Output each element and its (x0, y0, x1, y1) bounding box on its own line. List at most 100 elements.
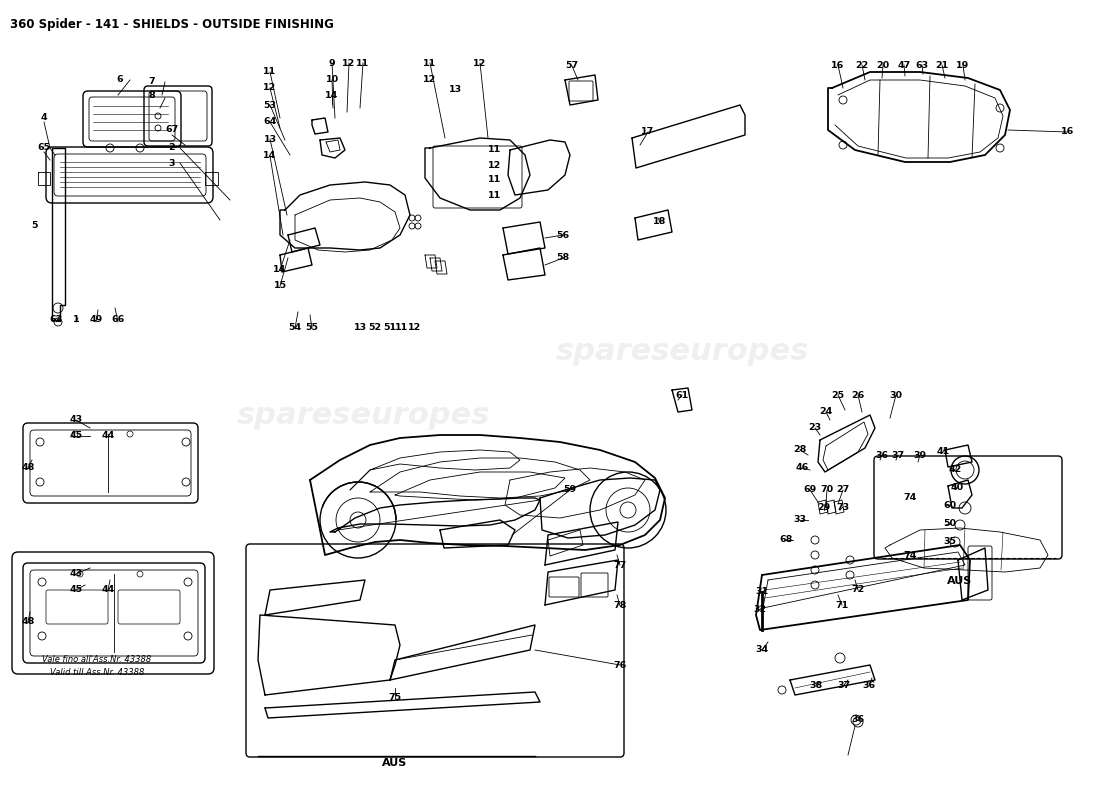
Text: 11: 11 (488, 190, 502, 199)
Text: 28: 28 (793, 446, 806, 454)
Text: 48: 48 (21, 463, 35, 473)
Text: 44: 44 (101, 431, 114, 441)
Text: 29: 29 (817, 502, 830, 511)
Circle shape (350, 512, 366, 528)
Text: 72: 72 (851, 586, 865, 594)
Text: 5: 5 (32, 221, 39, 230)
Text: 74: 74 (903, 551, 916, 561)
Text: 37: 37 (891, 450, 904, 459)
Text: 49: 49 (89, 315, 102, 325)
Text: 70: 70 (821, 486, 834, 494)
Text: 37: 37 (837, 681, 850, 690)
Text: 21: 21 (935, 61, 948, 70)
Text: 12: 12 (263, 83, 276, 93)
Text: AUS: AUS (383, 758, 408, 768)
Circle shape (620, 502, 636, 518)
Text: 41: 41 (936, 447, 949, 457)
Text: 11: 11 (356, 58, 370, 67)
Text: 68: 68 (779, 535, 793, 545)
Text: Valid till Ass.Nr. 43388: Valid till Ass.Nr. 43388 (50, 668, 144, 677)
Text: 16: 16 (832, 61, 845, 70)
Text: 34: 34 (756, 646, 769, 654)
Text: 53: 53 (264, 101, 276, 110)
Text: 73: 73 (836, 502, 849, 511)
Text: 48: 48 (21, 618, 35, 626)
Text: 77: 77 (614, 561, 627, 570)
Text: 74: 74 (903, 494, 916, 502)
Text: 11: 11 (424, 58, 437, 67)
Text: 360 Spider - 141 - SHIELDS - OUTSIDE FINISHING: 360 Spider - 141 - SHIELDS - OUTSIDE FIN… (10, 18, 334, 31)
Text: 13: 13 (263, 134, 276, 143)
Text: 6: 6 (117, 75, 123, 85)
Text: spareseuropes: spareseuropes (236, 402, 490, 430)
Text: 13: 13 (449, 86, 462, 94)
Text: 52: 52 (368, 323, 382, 333)
Text: 38: 38 (810, 681, 823, 690)
Text: 15: 15 (274, 282, 287, 290)
Text: 69: 69 (803, 486, 816, 494)
Text: 1: 1 (73, 315, 79, 325)
Text: 11: 11 (395, 323, 408, 333)
Text: 16: 16 (1062, 127, 1075, 137)
Text: AUS: AUS (947, 576, 972, 586)
Text: 14: 14 (274, 266, 287, 274)
Text: 55: 55 (306, 323, 319, 333)
Text: 61: 61 (675, 390, 689, 399)
Text: 58: 58 (557, 254, 570, 262)
Text: 14: 14 (263, 151, 276, 161)
Text: 12: 12 (424, 75, 437, 85)
Text: 3: 3 (168, 158, 175, 167)
Text: 36: 36 (851, 715, 865, 725)
Text: 12: 12 (342, 58, 355, 67)
Text: 67: 67 (165, 126, 178, 134)
Text: 76: 76 (614, 661, 627, 670)
Text: 2: 2 (168, 143, 175, 153)
Text: 30: 30 (890, 390, 902, 399)
Text: 44: 44 (101, 586, 114, 594)
Text: 57: 57 (565, 62, 579, 70)
Text: spareseuropes: spareseuropes (556, 338, 808, 366)
Text: 32: 32 (754, 606, 767, 614)
Text: 46: 46 (795, 463, 808, 473)
Text: 71: 71 (835, 601, 848, 610)
Text: 66: 66 (111, 315, 124, 325)
Text: 12: 12 (488, 161, 502, 170)
Text: 12: 12 (408, 323, 421, 333)
Text: 7: 7 (148, 78, 155, 86)
Text: 42: 42 (948, 466, 961, 474)
Text: 9: 9 (329, 58, 336, 67)
Text: 75: 75 (388, 694, 401, 702)
Text: 10: 10 (326, 75, 339, 85)
Text: 35: 35 (944, 538, 957, 546)
Text: 45: 45 (69, 586, 82, 594)
Text: 8: 8 (148, 90, 155, 99)
Text: 50: 50 (944, 519, 957, 529)
Text: 18: 18 (653, 218, 667, 226)
Text: 59: 59 (563, 486, 576, 494)
Text: 27: 27 (836, 486, 849, 494)
Text: 78: 78 (614, 602, 627, 610)
Text: 51: 51 (384, 323, 397, 333)
Text: 36: 36 (876, 450, 889, 459)
Text: 36: 36 (862, 681, 876, 690)
Text: 65: 65 (37, 143, 51, 153)
Text: 63: 63 (915, 61, 928, 70)
Text: 64: 64 (263, 118, 276, 126)
Text: 26: 26 (851, 390, 865, 399)
Text: 13: 13 (353, 323, 366, 333)
Text: 31: 31 (756, 587, 769, 597)
Text: 12: 12 (473, 58, 486, 67)
Text: 20: 20 (877, 61, 890, 70)
Text: 45: 45 (69, 431, 82, 441)
Text: 33: 33 (793, 515, 806, 525)
Text: 40: 40 (950, 483, 964, 493)
Text: Vale fino all'Ass.Nr. 43388: Vale fino all'Ass.Nr. 43388 (43, 655, 152, 664)
Text: 22: 22 (856, 61, 869, 70)
Text: 54: 54 (288, 323, 301, 333)
Text: 24: 24 (820, 407, 833, 417)
Text: 43: 43 (69, 415, 82, 425)
Text: 17: 17 (641, 127, 654, 137)
Text: 60: 60 (944, 502, 957, 510)
Text: 39: 39 (913, 450, 926, 459)
Text: 4: 4 (41, 114, 47, 122)
